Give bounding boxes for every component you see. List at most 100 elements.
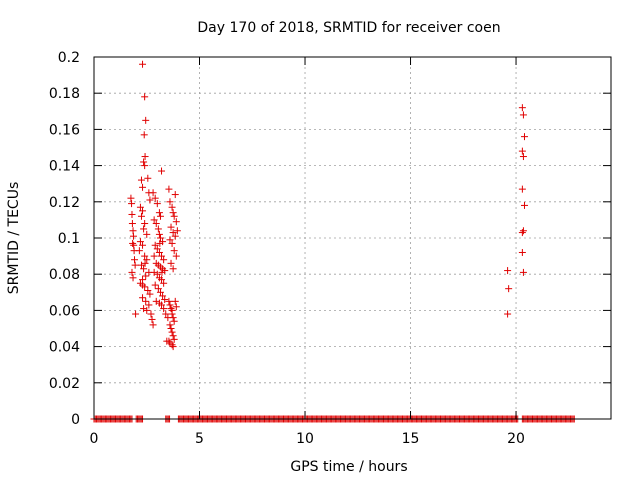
ticks	[93, 56, 611, 420]
data-point	[158, 276, 166, 284]
data-point	[156, 239, 164, 247]
data-points	[90, 60, 578, 423]
data-point	[519, 227, 527, 235]
data-point	[151, 194, 159, 202]
data-point	[161, 296, 169, 304]
x-tick-label: 20	[507, 431, 525, 447]
data-point	[166, 198, 174, 206]
data-point	[129, 274, 137, 282]
data-point	[153, 245, 161, 253]
data-point	[154, 285, 162, 293]
data-point	[169, 314, 177, 322]
data-point	[141, 93, 149, 101]
data-point	[142, 116, 150, 124]
data-point	[140, 225, 148, 233]
y-tick-label: 0.06	[49, 303, 80, 319]
data-point	[150, 252, 158, 260]
y-tick-label: 0	[71, 412, 80, 428]
data-point	[168, 203, 176, 211]
data-point	[518, 147, 526, 155]
data-point	[167, 325, 175, 332]
data-point	[163, 337, 171, 345]
data-point	[141, 162, 149, 170]
data-point	[169, 332, 177, 340]
data-point	[137, 212, 145, 220]
data-point	[169, 229, 177, 237]
data-point	[139, 60, 147, 68]
data-point	[153, 200, 161, 208]
y-tick-label: 0.18	[49, 86, 80, 102]
data-point	[165, 185, 173, 193]
data-point	[171, 191, 179, 199]
data-point	[137, 176, 145, 184]
data-point	[152, 220, 160, 228]
data-point	[171, 232, 179, 240]
data-point	[167, 259, 175, 267]
y-tick-label: 0.02	[49, 376, 80, 392]
data-point	[143, 306, 151, 314]
data-point	[144, 286, 152, 294]
data-point	[140, 305, 148, 313]
y-tick-label: 0.2	[58, 50, 80, 66]
data-point	[519, 111, 527, 119]
x-tick-label: 0	[90, 431, 99, 447]
x-tick-label: 10	[296, 431, 314, 447]
data-point	[156, 212, 164, 220]
data-point	[158, 268, 166, 276]
data-point	[141, 220, 149, 228]
data-point	[518, 185, 526, 193]
data-point	[139, 241, 147, 249]
data-point	[158, 167, 166, 175]
data-point	[146, 196, 154, 204]
data-point	[128, 200, 136, 208]
data-point	[155, 209, 163, 217]
data-point	[504, 267, 512, 275]
data-point	[155, 248, 163, 256]
data-point	[139, 281, 147, 289]
data-point	[170, 317, 178, 325]
data-point	[131, 261, 139, 269]
data-point	[520, 133, 528, 141]
data-point	[169, 209, 177, 217]
data-point	[136, 238, 144, 246]
data-point	[172, 303, 180, 311]
x-tick-label: 15	[402, 431, 420, 447]
data-point	[129, 232, 137, 240]
data-point	[149, 321, 157, 329]
data-point	[518, 229, 526, 237]
data-point	[173, 227, 181, 235]
data-point	[131, 256, 139, 264]
data-point	[156, 288, 164, 296]
data-point	[520, 201, 528, 209]
data-point	[153, 270, 161, 278]
data-point	[168, 306, 176, 314]
data-point	[142, 297, 150, 305]
y-tick-label: 0.12	[49, 195, 80, 211]
data-point	[168, 239, 176, 247]
data-point	[140, 265, 148, 273]
data-point	[147, 310, 155, 318]
data-point	[154, 225, 162, 233]
data-point	[151, 241, 159, 249]
data-point	[128, 210, 136, 218]
data-point	[132, 310, 140, 318]
data-point	[143, 230, 151, 238]
data-point	[519, 268, 527, 276]
x-axis-label: GPS time / hours	[290, 459, 407, 475]
data-point	[127, 194, 135, 202]
y-tick-label: 0.16	[49, 122, 80, 138]
data-point	[148, 315, 156, 323]
data-point	[155, 230, 163, 238]
x-tick-label: 5	[195, 431, 204, 447]
data-point	[150, 268, 158, 276]
data-point	[169, 265, 177, 273]
data-point	[141, 259, 149, 267]
data-point	[156, 234, 164, 242]
data-point	[158, 252, 166, 260]
data-point	[166, 301, 174, 309]
chart-title: Day 170 of 2018, SRMTID for receiver coe…	[197, 20, 500, 36]
data-point	[170, 335, 178, 343]
data-point	[145, 301, 153, 309]
y-axis-label: SRMTID / TECUs	[6, 182, 22, 295]
data-point	[149, 189, 157, 197]
